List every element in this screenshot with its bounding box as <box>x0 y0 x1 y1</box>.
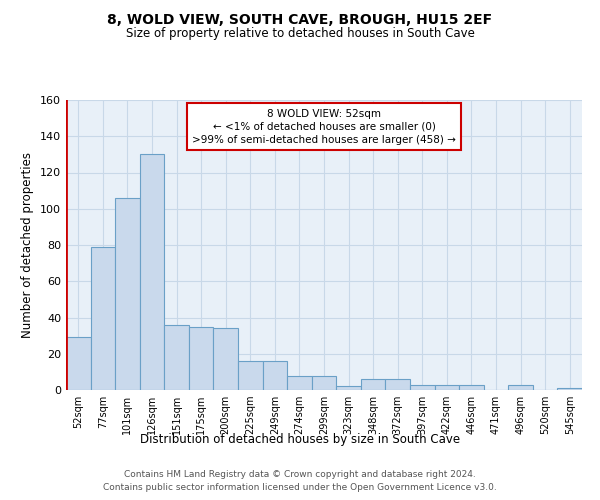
Bar <box>91 247 115 390</box>
Bar <box>66 338 91 390</box>
Text: Contains HM Land Registry data © Crown copyright and database right 2024.: Contains HM Land Registry data © Crown c… <box>124 470 476 479</box>
Bar <box>557 388 582 390</box>
Bar <box>312 376 336 390</box>
Text: Size of property relative to detached houses in South Cave: Size of property relative to detached ho… <box>125 28 475 40</box>
Bar <box>385 379 410 390</box>
Y-axis label: Number of detached properties: Number of detached properties <box>22 152 34 338</box>
Bar <box>140 154 164 390</box>
Text: 8 WOLD VIEW: 52sqm
← <1% of detached houses are smaller (0)
>99% of semi-detache: 8 WOLD VIEW: 52sqm ← <1% of detached hou… <box>192 108 456 145</box>
Bar <box>189 326 214 390</box>
Bar <box>263 361 287 390</box>
Bar <box>434 384 459 390</box>
Bar <box>508 384 533 390</box>
Bar <box>410 384 434 390</box>
Text: Contains public sector information licensed under the Open Government Licence v3: Contains public sector information licen… <box>103 482 497 492</box>
Bar <box>115 198 140 390</box>
Text: Distribution of detached houses by size in South Cave: Distribution of detached houses by size … <box>140 432 460 446</box>
Bar <box>287 376 312 390</box>
Bar <box>336 386 361 390</box>
Bar <box>214 328 238 390</box>
Bar <box>459 384 484 390</box>
Text: 8, WOLD VIEW, SOUTH CAVE, BROUGH, HU15 2EF: 8, WOLD VIEW, SOUTH CAVE, BROUGH, HU15 2… <box>107 12 493 26</box>
Bar <box>238 361 263 390</box>
Bar <box>361 379 385 390</box>
Bar <box>164 325 189 390</box>
